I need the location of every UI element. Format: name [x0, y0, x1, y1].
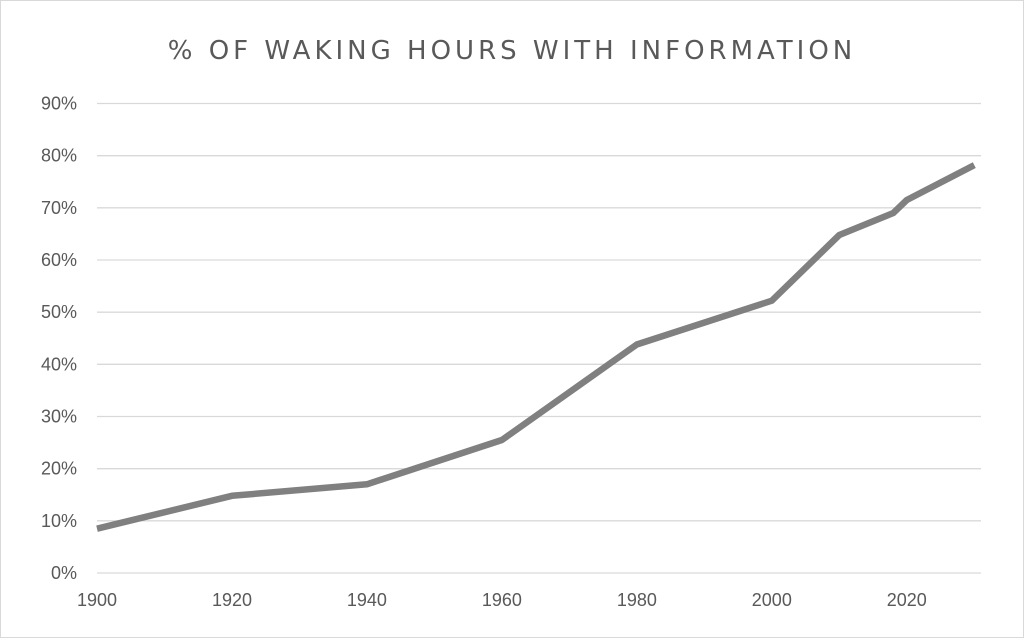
y-tick-label: 80% — [41, 146, 77, 166]
y-tick-label: 10% — [41, 511, 77, 531]
y-tick-label: 0% — [51, 563, 77, 583]
x-tick-label: 2020 — [887, 590, 927, 610]
grid-lines — [97, 102, 981, 574]
x-tick-label: 1980 — [617, 590, 657, 610]
y-tick-label: 30% — [41, 407, 77, 427]
series-layer — [96, 162, 976, 532]
chart-title: % OF WAKING HOURS WITH INFORMATION — [167, 36, 857, 66]
x-axis-labels: 1900 1920 1940 1960 1980 2000 2020 — [77, 590, 927, 610]
x-tick-label: 2000 — [752, 590, 792, 610]
x-tick-label: 1920 — [212, 590, 252, 610]
y-tick-label: 50% — [41, 302, 77, 322]
y-tick-label: 60% — [41, 250, 77, 270]
y-axis-labels: 0% 10% 20% 30% 40% 50% 60% 70% 80% 90% — [41, 94, 77, 584]
y-tick-label: 40% — [41, 354, 77, 374]
series-line-0 — [96, 162, 976, 532]
y-tick-label: 20% — [41, 459, 77, 479]
y-tick-label: 90% — [41, 94, 77, 114]
x-tick-label: 1940 — [347, 590, 387, 610]
x-tick-label: 1900 — [77, 590, 117, 610]
x-tick-label: 1960 — [482, 590, 522, 610]
y-tick-label: 70% — [41, 198, 77, 218]
